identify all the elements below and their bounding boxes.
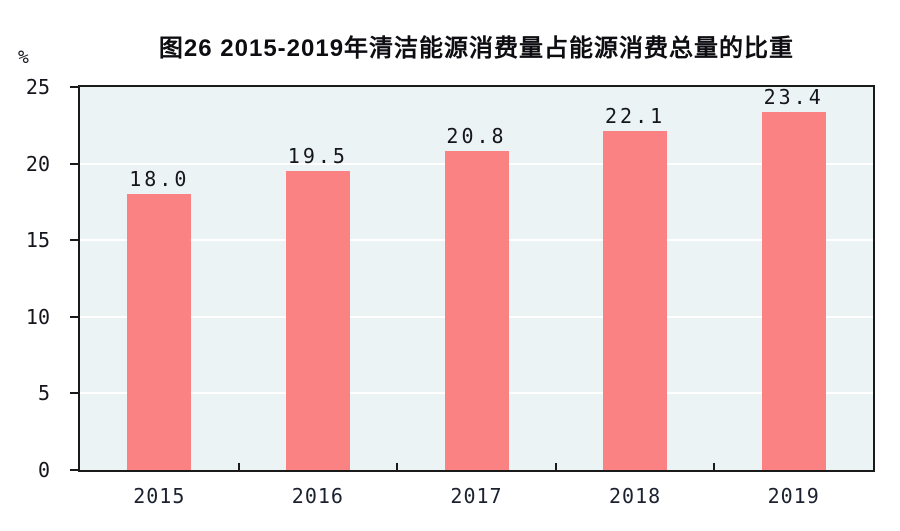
y-axis-tick-10: [70, 315, 78, 318]
y-axis-tick-20: [70, 162, 78, 165]
plot-area: 18.0 19.5 20.8 22.1 23.4: [78, 85, 875, 472]
value-label-2019: 23.4: [763, 84, 824, 109]
value-label-2016: 19.5: [287, 144, 348, 169]
y-axis-tick-label-10: 10: [25, 304, 50, 329]
value-label-2017: 20.8: [446, 124, 507, 149]
x-axis-label-2018: 2018: [609, 484, 662, 508]
bar-2016: [285, 171, 350, 470]
bar-2018: [603, 131, 668, 470]
x-axis-tick-4: [713, 463, 716, 470]
y-axis-tick-label-25: 25: [25, 75, 50, 99]
y-axis-tick-0: [70, 469, 78, 471]
bar-2017: [444, 151, 509, 470]
bar-2019: [761, 111, 826, 470]
value-label-2015: 18.0: [129, 167, 190, 192]
y-axis-tick-label-0: 0: [37, 458, 50, 482]
x-axis-tick-1: [237, 463, 240, 470]
x-axis-label-2015: 2015: [133, 484, 186, 508]
value-label-2018: 22.1: [605, 104, 666, 129]
y-axis-tick-label-15: 15: [25, 228, 50, 253]
x-axis-label-2016: 2016: [291, 484, 344, 508]
bar-2015: [127, 194, 192, 470]
x-axis-tick-3: [554, 463, 557, 470]
y-axis-unit-label: %: [18, 47, 29, 68]
y-axis-tick-15: [70, 239, 78, 242]
x-axis-tick-2: [396, 463, 399, 470]
y-axis-tick-5: [70, 392, 78, 395]
y-axis-tick-label-5: 5: [37, 381, 50, 406]
chart-title: 图26 2015-2019年清洁能源消费量占能源消费总量的比重: [158, 35, 795, 62]
y-axis-tick-label-20: 20: [25, 151, 50, 176]
x-axis-label-2017: 2017: [450, 484, 503, 508]
x-axis-label-2019: 2019: [767, 484, 820, 508]
y-axis-tick-25: [70, 86, 78, 88]
